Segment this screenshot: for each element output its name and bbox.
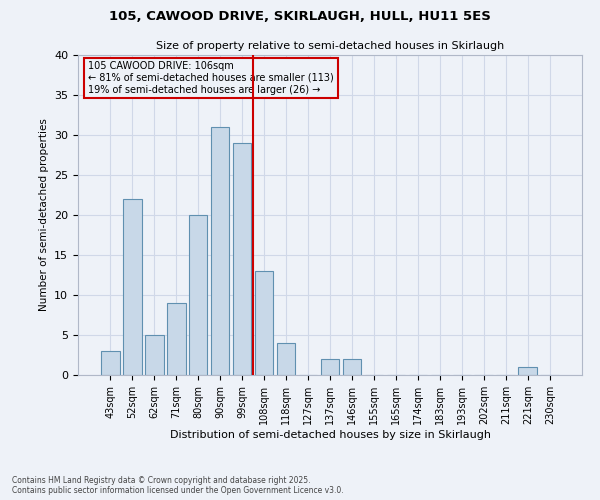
Bar xyxy=(123,199,142,375)
Bar xyxy=(233,143,251,375)
Text: Contains HM Land Registry data © Crown copyright and database right 2025.
Contai: Contains HM Land Registry data © Crown c… xyxy=(12,476,344,495)
Bar xyxy=(343,359,361,375)
Text: 105 CAWOOD DRIVE: 106sqm
← 81% of semi-detached houses are smaller (113)
19% of : 105 CAWOOD DRIVE: 106sqm ← 81% of semi-d… xyxy=(88,62,334,94)
Bar xyxy=(255,271,274,375)
Text: 105, CAWOOD DRIVE, SKIRLAUGH, HULL, HU11 5ES: 105, CAWOOD DRIVE, SKIRLAUGH, HULL, HU11… xyxy=(109,10,491,23)
Bar xyxy=(145,335,164,375)
Bar xyxy=(320,359,340,375)
Bar xyxy=(101,351,119,375)
Bar xyxy=(277,343,295,375)
X-axis label: Distribution of semi-detached houses by size in Skirlaugh: Distribution of semi-detached houses by … xyxy=(170,430,491,440)
Bar xyxy=(518,367,537,375)
Bar xyxy=(189,215,208,375)
Title: Size of property relative to semi-detached houses in Skirlaugh: Size of property relative to semi-detach… xyxy=(156,42,504,51)
Bar xyxy=(167,303,185,375)
Y-axis label: Number of semi-detached properties: Number of semi-detached properties xyxy=(38,118,49,312)
Bar xyxy=(211,127,229,375)
